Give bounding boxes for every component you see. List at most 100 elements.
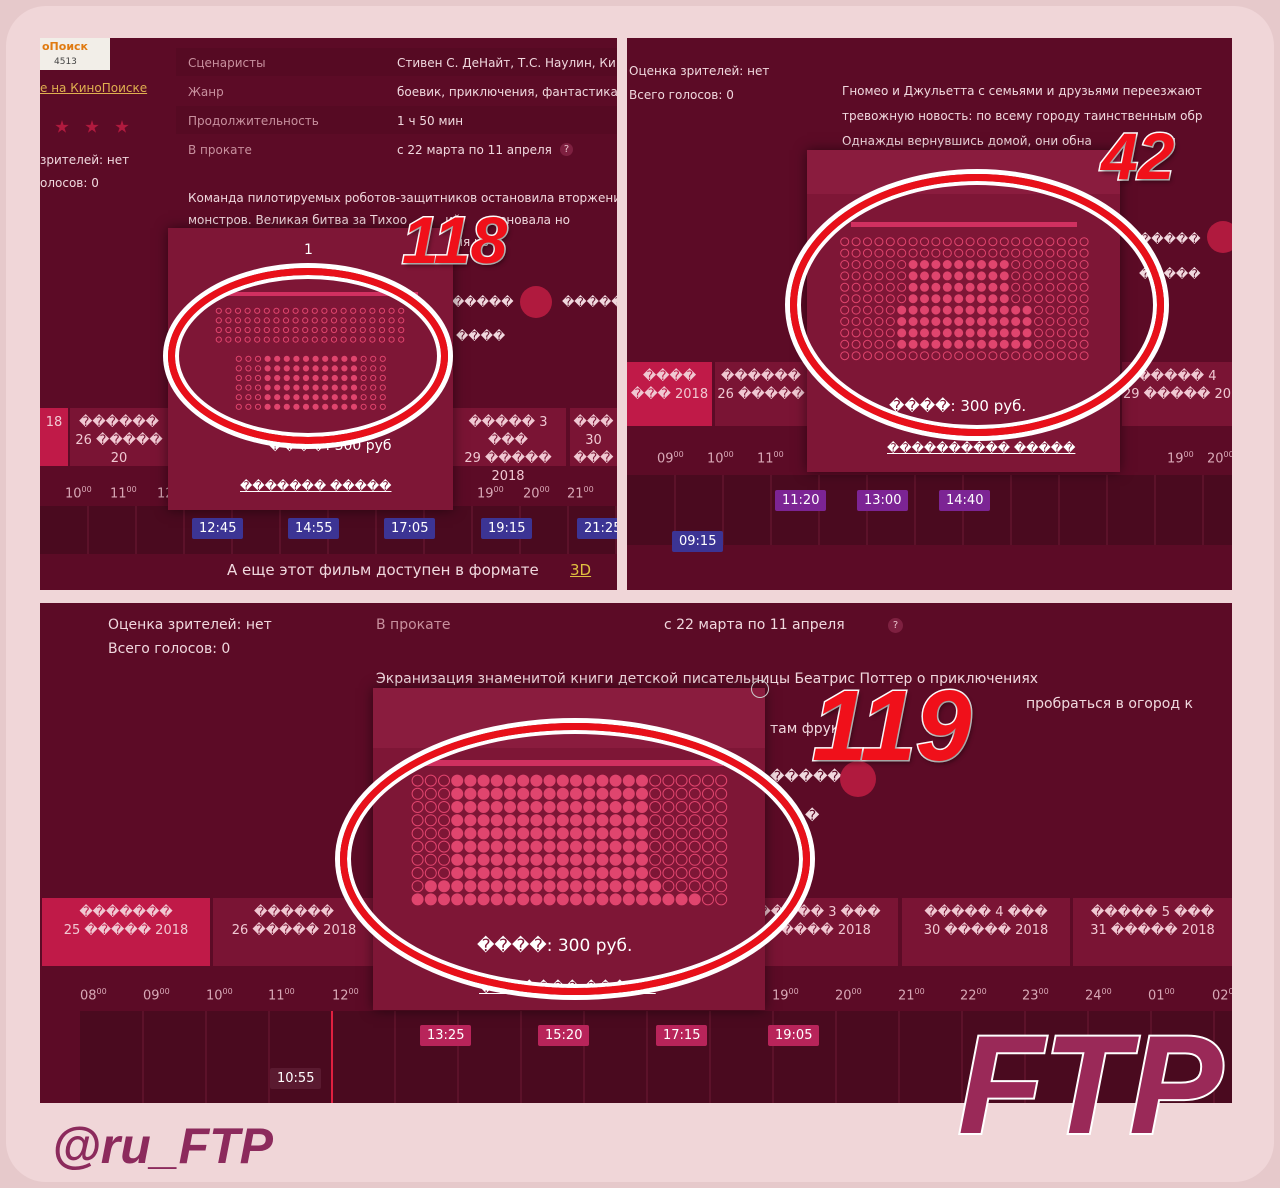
hour-label: 2000	[835, 987, 862, 1003]
info-value: Стивен С. ДеНайт, Т.С. Наулин, Ки	[397, 56, 616, 70]
tab-line: 25 ����� 2018	[63, 923, 189, 938]
description-line: Экранизация знаменитой книги детской пис…	[376, 671, 1039, 687]
session-button: 13:25	[420, 1025, 472, 1046]
tab-line: 31 ����� 2018	[1090, 923, 1215, 938]
hour: 20	[835, 988, 852, 1004]
date-tab: ��� 30 ���	[570, 408, 617, 466]
hour-label: 1100	[268, 987, 295, 1003]
hour: 21	[567, 486, 584, 502]
info-row	[176, 106, 617, 134]
date-tab: ������ 26 ����� 2018	[213, 898, 375, 966]
minutes: 00	[583, 485, 594, 494]
description-line: Команда пилотируемых роботов-защитников …	[188, 191, 617, 205]
tab-line: ����	[642, 369, 697, 384]
tab-line: ����� 3 ���	[468, 415, 548, 448]
hour-label: 1000	[65, 485, 92, 501]
session-button: 14:55	[288, 518, 340, 539]
minutes: 00	[348, 987, 359, 996]
description-line: монстров. Великая битва за Тихоо ий енов…	[188, 213, 571, 227]
highlight-ellipse	[790, 174, 1164, 436]
date-tab: ����� 4 ��� 30 ����� 2018	[902, 898, 1070, 966]
hour-label: 2000	[1207, 450, 1232, 466]
session-button: 19:05	[768, 1025, 820, 1046]
hour-label: 0900	[657, 450, 684, 466]
date-tab: 18	[40, 408, 68, 466]
description-line: там фрук	[770, 721, 840, 737]
hall-link: ������� �����	[240, 479, 392, 493]
hour: 10	[707, 451, 724, 467]
kinopoisk-logo: оПоиск	[42, 40, 89, 53]
tab-line: 26 �����	[717, 387, 805, 402]
tab-line: ����� 2018	[767, 923, 871, 938]
session-button: 17:15	[656, 1025, 708, 1046]
star	[55, 120, 69, 133]
tab-line: 18	[45, 415, 63, 430]
hour-label: 1000	[707, 450, 734, 466]
rating: Оценка зрителей: нет	[108, 617, 272, 633]
session-button: 13:00	[857, 490, 909, 511]
tab-line: ������	[254, 905, 334, 920]
tab-line: ����� 4 ���	[924, 905, 1048, 920]
star	[115, 120, 129, 133]
hour-label: 2100	[567, 485, 594, 501]
social-icon	[1207, 221, 1232, 253]
session-button: 11:20	[775, 490, 827, 511]
hour: 08	[80, 988, 97, 1004]
tab-line: 29 ����� 20	[1123, 387, 1231, 402]
watermark-handle: @ru_FTP	[52, 1118, 273, 1174]
minutes: 00	[159, 987, 170, 996]
date-tab: ����� 5 ��� 31 ����� 2018	[1073, 898, 1232, 966]
minutes: 00	[1101, 987, 1112, 996]
social: �	[805, 808, 820, 824]
hour: 22	[960, 988, 977, 1004]
hour: 23	[1022, 988, 1039, 1004]
hour: 19	[477, 486, 494, 502]
tab-line: ����� 5 ���	[1090, 905, 1215, 920]
help-icon: ?	[888, 618, 903, 633]
close	[751, 680, 769, 698]
hour: 01	[1148, 988, 1165, 1004]
rating: Оценка зрителей: нет	[629, 64, 770, 78]
info-label: В прокате	[188, 143, 252, 157]
hour-label: 0800	[80, 987, 107, 1003]
session-button: 21:25	[577, 518, 617, 539]
minutes: 00	[81, 485, 92, 494]
description-line: Однажды вернувшись домой, они обна и	[842, 134, 1176, 148]
timeline	[627, 475, 1232, 545]
footer-link: 3D	[570, 561, 592, 579]
date-tab: ������ 26 ����� 20	[70, 408, 168, 466]
hour: 21	[898, 988, 915, 1004]
description-line: Гномео и Джульетта с семьями и друзьями …	[842, 84, 1202, 98]
hour: 19	[1167, 451, 1184, 467]
minutes: 00	[1183, 450, 1194, 459]
tab-line: ����� 4	[1137, 369, 1217, 384]
timeline-grid	[87, 506, 617, 554]
info-label: Жанр	[188, 85, 224, 99]
hall-name: 1	[304, 242, 313, 258]
minutes: 00	[723, 450, 734, 459]
highlight-ellipse	[340, 723, 810, 995]
release: с 22 марта по 11 апреля	[664, 617, 845, 633]
hall-link: ���������� �����	[887, 441, 1076, 455]
star	[85, 120, 99, 133]
session-button: 12:45	[192, 518, 244, 539]
minutes: 00	[976, 987, 987, 996]
info-value: с 22 марта по 11 апреля	[397, 143, 552, 157]
tab-line: �������	[79, 905, 173, 920]
date-tab: ���� ��� 2018	[627, 362, 712, 426]
hour-label: 0900	[143, 987, 170, 1003]
social-icon	[840, 761, 876, 797]
minutes: 00	[773, 450, 784, 459]
footer-text: А еще этот фильм доступен в формате	[227, 561, 539, 579]
info-label: Сценаристы	[188, 56, 266, 70]
info-row	[176, 135, 617, 163]
tab-line: 26 ����� 2018	[231, 923, 357, 938]
date-tab: ������ 26 �����	[715, 362, 807, 426]
hour-label: 1100	[757, 450, 784, 466]
info-row	[176, 48, 617, 76]
highlight-ellipse	[168, 268, 448, 444]
hour: 11	[268, 988, 285, 1004]
hour-label: 1000	[206, 987, 233, 1003]
